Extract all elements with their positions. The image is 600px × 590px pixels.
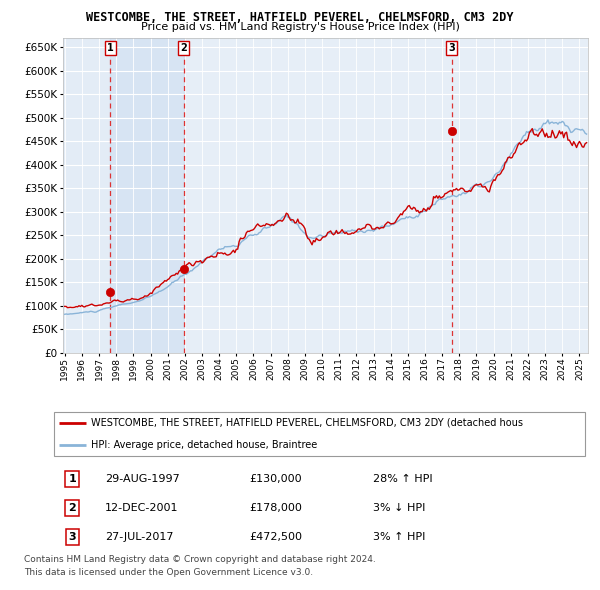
Bar [63,38,110,353]
Text: 3% ↑ HPI: 3% ↑ HPI [373,532,425,542]
Text: Price paid vs. HM Land Registry's House Price Index (HPI): Price paid vs. HM Land Registry's House … [140,22,460,32]
Text: 28% ↑ HPI: 28% ↑ HPI [373,474,433,484]
Text: £472,500: £472,500 [250,532,302,542]
Text: 1: 1 [68,474,76,484]
Text: HPI: Average price, detached house, Braintree: HPI: Average price, detached house, Brai… [91,440,317,450]
Text: 12-DEC-2001: 12-DEC-2001 [104,503,178,513]
Bar [110,38,184,353]
Text: 2: 2 [181,42,187,53]
Text: Contains HM Land Registry data © Crown copyright and database right 2024.: Contains HM Land Registry data © Crown c… [24,555,376,564]
Text: 2: 2 [68,503,76,513]
Text: WESTCOMBE, THE STREET, HATFIELD PEVEREL, CHELMSFORD, CM3 2DY: WESTCOMBE, THE STREET, HATFIELD PEVEREL,… [86,11,514,24]
Text: 29-AUG-1997: 29-AUG-1997 [104,474,179,484]
Text: 27-JUL-2017: 27-JUL-2017 [104,532,173,542]
Text: 3: 3 [449,42,455,53]
Bar [184,38,596,353]
Text: £130,000: £130,000 [250,474,302,484]
Text: £178,000: £178,000 [250,503,302,513]
Text: 3: 3 [68,532,76,542]
Text: 1: 1 [107,42,114,53]
Text: This data is licensed under the Open Government Licence v3.0.: This data is licensed under the Open Gov… [24,568,313,577]
FancyBboxPatch shape [53,412,586,456]
Text: WESTCOMBE, THE STREET, HATFIELD PEVEREL, CHELMSFORD, CM3 2DY (detached hous: WESTCOMBE, THE STREET, HATFIELD PEVEREL,… [91,418,523,428]
Text: 3% ↓ HPI: 3% ↓ HPI [373,503,425,513]
